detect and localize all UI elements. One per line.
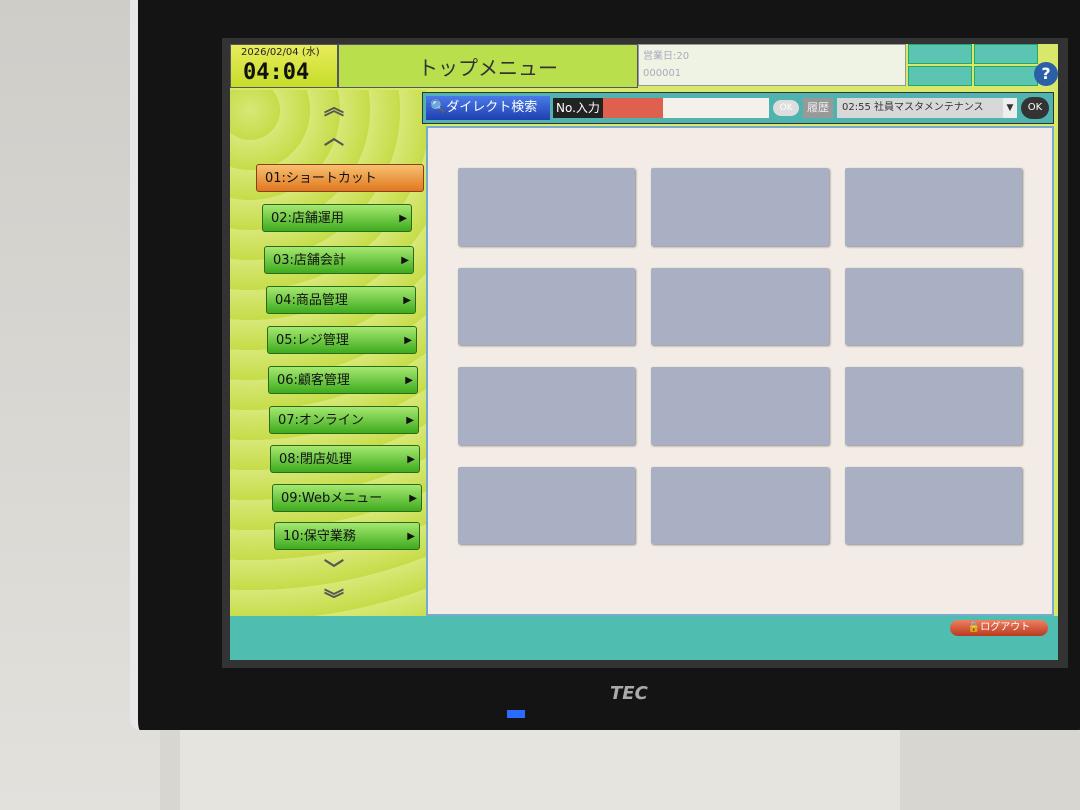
menu-item-02[interactable]: 02:店舗運用 ▶: [262, 204, 412, 232]
direct-search-label: ダイレクト検索: [446, 100, 538, 115]
menu-item-04[interactable]: 04:商品管理 ▶: [266, 286, 416, 314]
shortcut-slot[interactable]: [844, 367, 1022, 445]
menu-item-07[interactable]: 07:オンライン ▶: [269, 406, 419, 434]
shortcut-slot[interactable]: [844, 466, 1022, 544]
history-ok-button[interactable]: OK: [1021, 97, 1049, 119]
datetime-panel: 2026/02/04 (水) 04:04: [230, 44, 338, 88]
triangle-right-icon: ▶: [405, 375, 413, 386]
menu-item-label: 04:商品管理: [275, 293, 348, 308]
shortcut-slot[interactable]: [458, 367, 636, 445]
shortcut-panel: [426, 126, 1054, 616]
shortcut-slot[interactable]: [651, 367, 829, 445]
menu-item-label: 01:ショートカット: [265, 171, 377, 186]
menu-item-label: 10:保守業務: [283, 529, 356, 544]
number-input-label: No.入力: [553, 98, 603, 118]
direct-search-button[interactable]: 🔍ダイレクト検索: [426, 96, 550, 120]
business-info: 営業日:20 000001: [638, 44, 906, 86]
chevron-down-icon[interactable]: ﹀: [324, 557, 344, 581]
triangle-right-icon: ▶: [401, 255, 409, 266]
chevron-up-icon[interactable]: ︿: [324, 125, 344, 149]
triangle-right-icon: ▶: [407, 531, 415, 542]
pos-screen: 2026/02/04 (水) 04:04 トップメニュー 営業日:20 0000…: [222, 38, 1068, 668]
menu-item-03[interactable]: 03:店舗会計 ▶: [264, 246, 414, 274]
input-highlight: [602, 98, 663, 118]
logout-button[interactable]: 🔒ログアウト: [950, 620, 1048, 636]
register-id: 000001: [643, 68, 682, 79]
page-title: トップメニュー: [338, 44, 638, 88]
logout-label: ログアウト: [980, 622, 1031, 633]
menu-item-08[interactable]: 08:閉店処理 ▶: [270, 445, 420, 473]
menu-item-06[interactable]: 06:顧客管理 ▶: [268, 366, 418, 394]
shortcut-slot[interactable]: [844, 168, 1022, 246]
business-date: 営業日:20: [643, 51, 690, 62]
question-icon[interactable]: ?: [1034, 62, 1058, 86]
shortcut-slot[interactable]: [651, 267, 829, 345]
menu-item-label: 03:店舗会計: [273, 253, 346, 268]
brand-logo: TEC: [610, 683, 648, 704]
search-ok-button[interactable]: OK: [773, 100, 799, 116]
menu-item-10[interactable]: 10:保守業務 ▶: [274, 522, 420, 550]
history-label: 履歴: [803, 98, 833, 118]
direct-search-bar: 🔍ダイレクト検索 No.入力 OK 履歴 02:55 社員マスタメンテナンス ▼ …: [422, 92, 1054, 124]
menu-item-label: 09:Webメニュー: [281, 491, 383, 506]
menu-item-05[interactable]: 05:レジ管理 ▶: [267, 326, 417, 354]
search-icon: 🔍: [430, 100, 447, 115]
menu-item-label: 05:レジ管理: [276, 333, 349, 348]
history-value: 02:55 社員マスタメンテナンス: [842, 102, 984, 113]
menu-item-01[interactable]: 01:ショートカット: [256, 164, 424, 192]
triangle-right-icon: ▶: [399, 213, 407, 224]
shortcut-slot[interactable]: [651, 466, 829, 544]
number-input[interactable]: No.入力: [553, 98, 769, 118]
shortcut-slot[interactable]: [844, 267, 1022, 345]
double-chevron-down-icon[interactable]: ︾: [324, 587, 344, 611]
menu-item-label: 06:顧客管理: [277, 373, 350, 388]
shortcut-grid: [458, 168, 1022, 544]
menu-item-label: 08:閉店処理: [279, 452, 352, 467]
footer-bar: 🔒ログアウト: [230, 616, 1058, 660]
time-text: 04:04: [243, 60, 310, 85]
dropdown-arrow-icon: ▼: [1003, 98, 1017, 118]
shortcut-slot[interactable]: [458, 466, 636, 544]
menu-item-09[interactable]: 09:Webメニュー ▶: [272, 484, 422, 512]
double-chevron-up-icon[interactable]: ︽: [324, 95, 344, 119]
date-text: 2026/02/04 (水): [241, 47, 320, 58]
lock-icon: 🔒: [967, 622, 981, 633]
power-led: [507, 710, 525, 718]
shortcut-slot[interactable]: [458, 168, 636, 246]
sidebar-menu: ︽ ︿ 01:ショートカット 02:店舗運用 ▶ 03:店舗会計 ▶ 04:商品管理…: [230, 90, 426, 630]
triangle-right-icon: ▶: [409, 493, 417, 504]
triangle-right-icon: ▶: [407, 454, 415, 465]
history-select[interactable]: 02:55 社員マスタメンテナンス ▼: [837, 98, 1017, 118]
triangle-right-icon: ▶: [404, 335, 412, 346]
shortcut-slot[interactable]: [651, 168, 829, 246]
triangle-right-icon: ▶: [406, 415, 414, 426]
menu-item-label: 02:店舗運用: [271, 211, 344, 226]
menu-item-label: 07:オンライン: [278, 413, 364, 428]
status-cells: [908, 44, 1038, 86]
monitor-stand: [180, 730, 900, 810]
triangle-right-icon: ▶: [403, 295, 411, 306]
shortcut-slot[interactable]: [458, 267, 636, 345]
